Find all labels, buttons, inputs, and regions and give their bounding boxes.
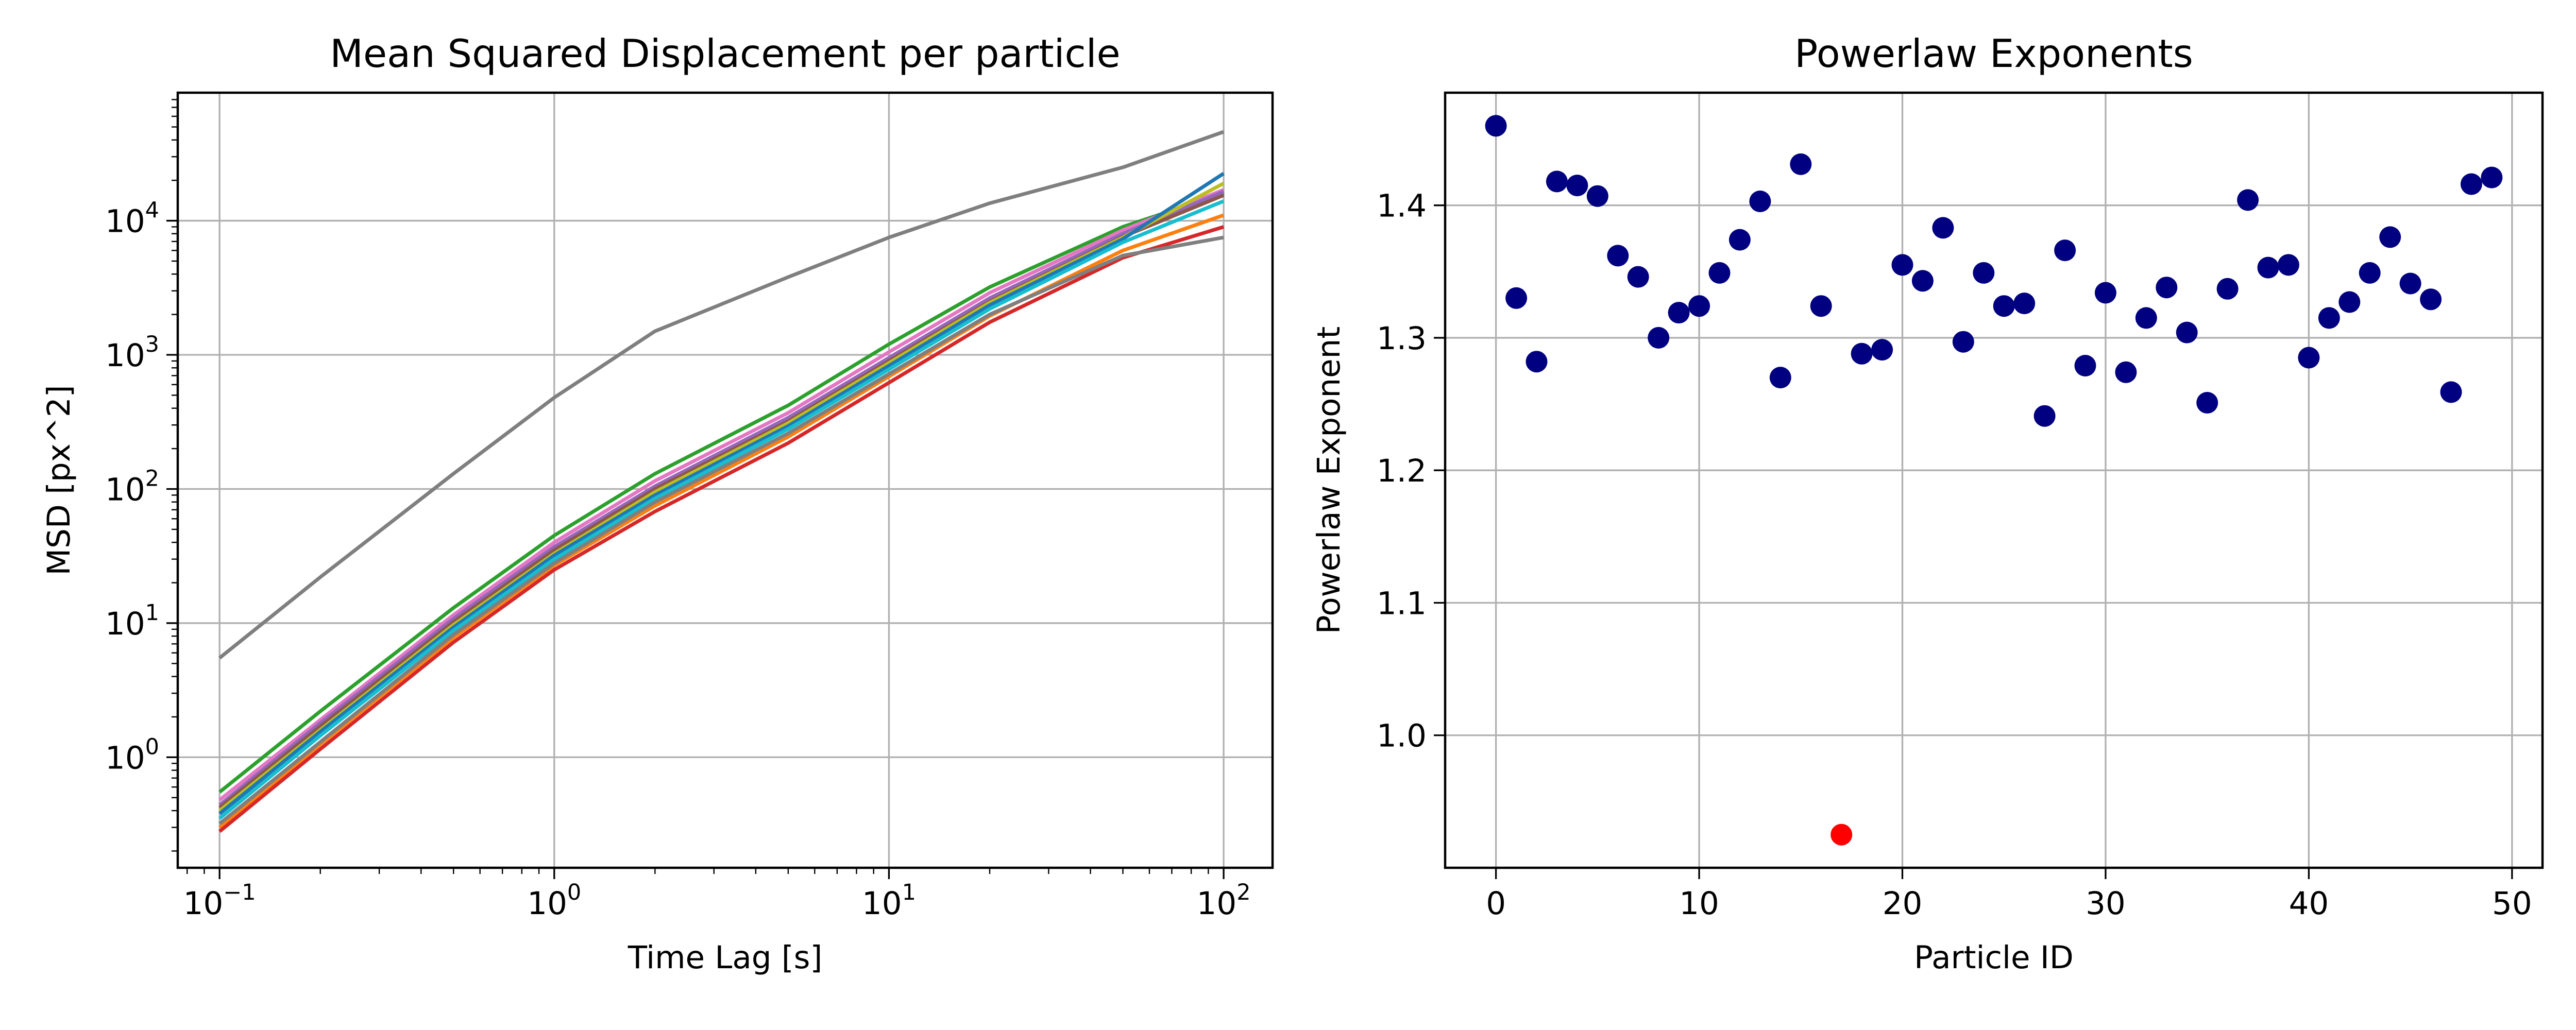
msd-plot-frame <box>176 91 1274 869</box>
exponent-point <box>1769 367 1791 389</box>
exponent-point <box>2460 173 2482 195</box>
x-tick-label: 101 <box>862 880 916 922</box>
msd-series-line <box>218 225 1225 833</box>
y-tick-label: 1.1 <box>1377 585 1427 622</box>
msd-series-line <box>218 188 1225 802</box>
exponent-point <box>2257 256 2279 279</box>
exponent-point <box>1586 185 1608 207</box>
exponent-point <box>1546 170 1568 193</box>
y-tick-label: 1.2 <box>1377 453 1427 489</box>
exponent-grid <box>1445 93 2543 868</box>
exponent-plot-frame <box>1444 91 2544 869</box>
msd-grid <box>178 93 1273 868</box>
exponent-point <box>2054 239 2076 262</box>
msd-series-line <box>218 190 1225 807</box>
msd-series-line <box>218 171 1225 815</box>
exponent-point <box>1790 153 1812 175</box>
x-tick-label: 20 <box>1883 885 1923 922</box>
exponent-point <box>1627 266 1649 288</box>
msd-series-line <box>218 193 1225 810</box>
exponent-point <box>2338 291 2361 313</box>
x-tick-label: 10 <box>1679 885 1719 922</box>
exponent-point <box>2094 282 2116 304</box>
exponent-point <box>2481 166 2503 188</box>
exponent-point <box>1993 295 2015 317</box>
exponent-point <box>1648 327 1670 349</box>
exponent-point <box>2074 355 2096 376</box>
msd-lines <box>218 130 1225 833</box>
exponent-point <box>1485 115 1507 137</box>
exponent-x-axis-label: Particle ID <box>1914 939 2074 976</box>
msd-series-line <box>218 192 1225 794</box>
exponent-chart: 0 10 20 30 40 50 1.0 1.1 1.2 1.3 1.4 Powerlaw Expo… <box>1311 31 2544 976</box>
y-tick-label: 104 <box>105 198 159 240</box>
exponent-point <box>1566 175 1588 197</box>
y-tick-label: 1.0 <box>1377 718 1427 754</box>
msd-series-line <box>218 130 1225 660</box>
exponent-point <box>1891 254 1913 276</box>
exponent-point <box>2440 381 2462 403</box>
x-tick-label: 10−1 <box>183 880 256 922</box>
exponent-point <box>2176 321 2198 344</box>
exponent-point <box>1668 302 1690 324</box>
exponent-point <box>1749 191 1771 212</box>
exponent-point <box>1871 339 1893 361</box>
msd-chart-title: Mean Squared Displacement per particle <box>330 31 1120 76</box>
exponent-chart-title: Powerlaw Exponents <box>1794 31 2193 76</box>
exponent-point <box>2379 226 2401 248</box>
exponent-points <box>1485 115 2503 846</box>
exponent-point <box>2298 347 2320 369</box>
y-tick-label: 100 <box>105 734 159 776</box>
exponent-point <box>1973 262 1995 284</box>
exponent-point <box>2277 254 2299 276</box>
exponent-point <box>1728 229 1751 251</box>
exponent-point <box>1851 342 1873 365</box>
y-tick-label: 103 <box>105 332 159 374</box>
y-tick-label: 1.4 <box>1377 188 1427 225</box>
exponent-point <box>2420 288 2442 311</box>
x-tick-label: 30 <box>2086 885 2126 922</box>
exponent-point <box>1952 331 1974 353</box>
x-tick-label: 50 <box>2492 885 2532 922</box>
exponent-point <box>2237 189 2259 211</box>
msd-x-axis-label: Time Lag [s] <box>628 939 823 976</box>
exponent-point <box>1911 270 1934 292</box>
msd-axes: 10−1 100 101 102 100 101 102 103 104 <box>105 99 1251 922</box>
msd-y-axis-label: MSD [px^2] <box>41 385 77 575</box>
x-tick-label: 100 <box>527 880 581 922</box>
exponent-point <box>2318 307 2340 329</box>
exponent-point <box>2135 307 2157 329</box>
exponent-point <box>1607 245 1629 267</box>
exponent-point <box>1688 295 1710 317</box>
exponent-y-axis-label: Powerlaw Exponent <box>1311 327 1347 634</box>
exponent-point <box>1505 287 1528 309</box>
exponent-point <box>2156 277 2178 299</box>
outlier-point <box>1831 823 1853 846</box>
y-tick-label: 1.3 <box>1377 320 1427 357</box>
x-tick-label: 40 <box>2289 885 2329 922</box>
exponent-point <box>2033 405 2056 427</box>
y-tick-label: 102 <box>105 466 159 508</box>
msd-series-line <box>218 213 1225 829</box>
exponent-point <box>2196 392 2218 414</box>
exponent-point <box>2359 262 2381 284</box>
exponent-point <box>1526 351 1548 373</box>
y-tick-label: 101 <box>105 600 159 642</box>
exponent-point <box>2216 278 2239 300</box>
exponent-point <box>1932 217 1954 239</box>
exponent-point <box>1708 262 1731 284</box>
exponent-point <box>1810 295 1832 317</box>
exponent-point <box>2013 293 2036 315</box>
exponent-axes: 0 10 20 30 40 50 1.0 1.1 1.2 1.3 1.4 <box>1377 188 2532 922</box>
exponent-point <box>2115 361 2137 383</box>
x-tick-label: 0 <box>1486 885 1506 922</box>
msd-series-line <box>218 235 1224 826</box>
x-tick-label: 102 <box>1197 880 1251 922</box>
msd-chart: 10−1 100 101 102 100 101 102 103 104 Mean Square… <box>41 31 1274 976</box>
exponent-point <box>2399 272 2421 295</box>
msd-series-line <box>218 199 1225 820</box>
